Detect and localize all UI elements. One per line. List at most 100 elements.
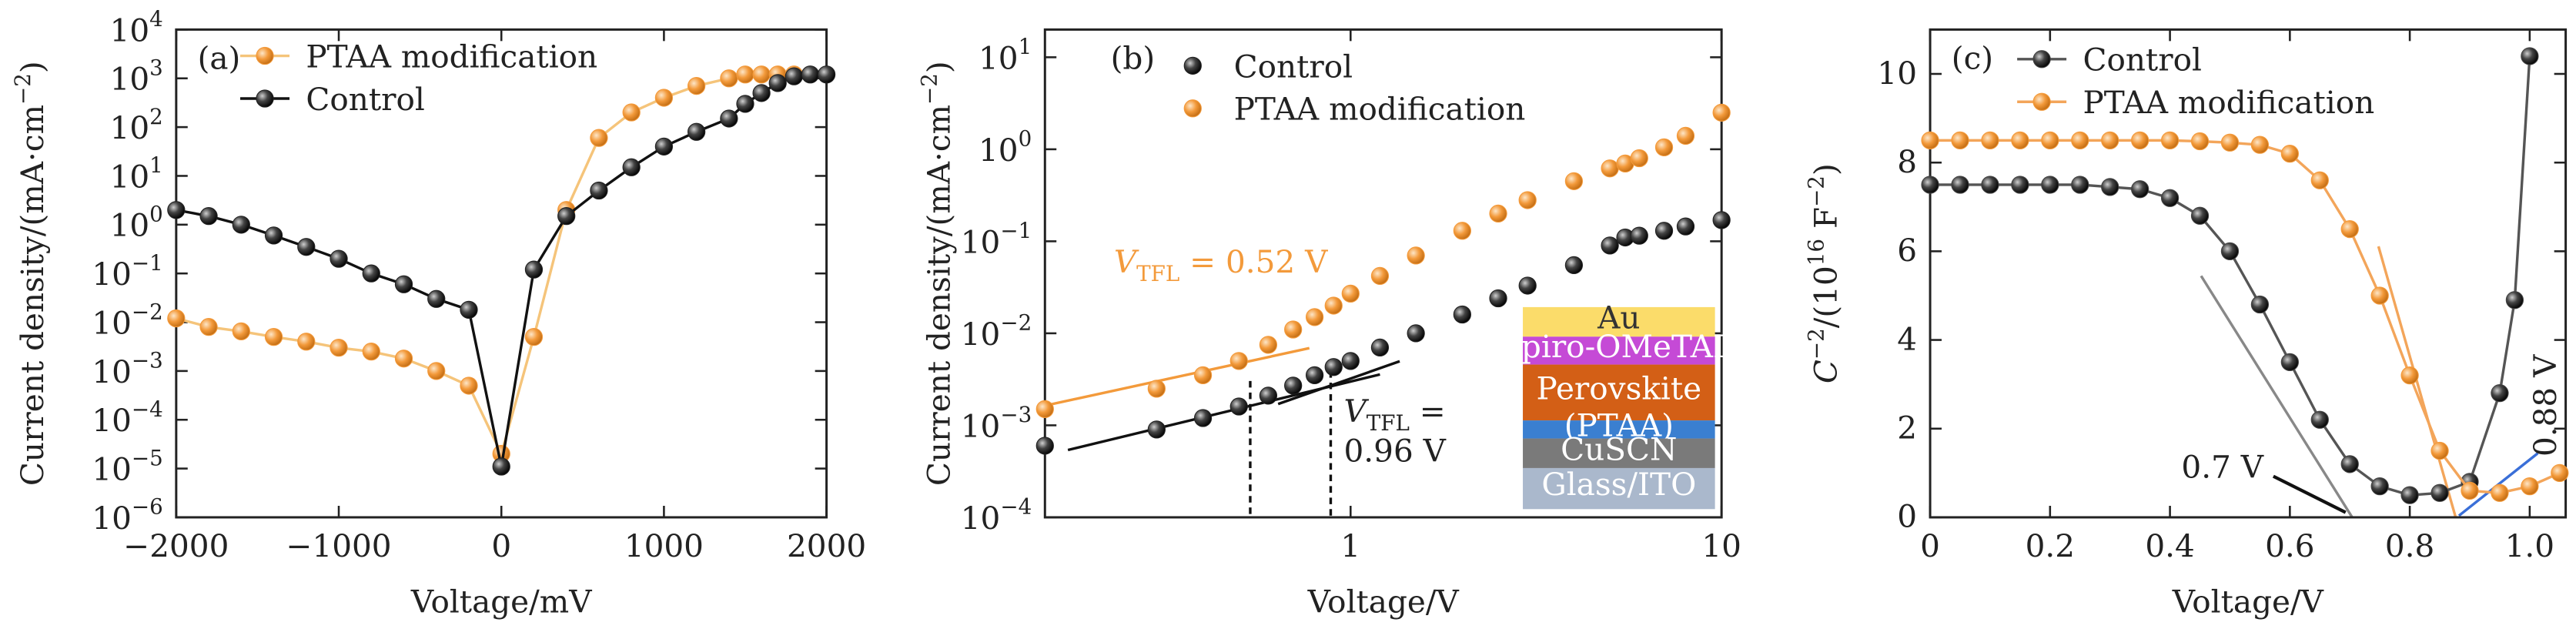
- annotation: 0.88 V: [2527, 354, 2564, 457]
- marker: [654, 137, 674, 156]
- marker: [199, 318, 218, 336]
- marker: [297, 333, 316, 351]
- marker: [2461, 481, 2479, 500]
- fit-line: [2377, 246, 2457, 518]
- tick-exp: −2: [1000, 310, 1032, 336]
- marker: [1921, 131, 1939, 150]
- inset-label: Au: [1597, 299, 1640, 336]
- y-tick-label: 10−4: [961, 494, 1032, 537]
- marker: [1712, 211, 1731, 229]
- marker: [1518, 276, 1537, 295]
- tick-exp: 3: [149, 55, 163, 80]
- y-tick-label: 0: [1897, 498, 1917, 535]
- y-tick-label: 100: [979, 126, 1032, 169]
- x-tick-label: −1000: [286, 527, 392, 564]
- text-part: −2: [917, 73, 942, 105]
- marker: [2280, 353, 2299, 371]
- inset-layer: [1523, 306, 1715, 337]
- inset-label: Spiro-OMeTAD: [1500, 328, 1738, 365]
- marker: [1489, 289, 1507, 308]
- marker: [1654, 138, 1674, 156]
- marker: [654, 89, 674, 107]
- marker: [2370, 477, 2389, 496]
- marker: [2011, 131, 2029, 150]
- marker: [2400, 486, 2419, 504]
- tick-base: 10: [110, 158, 150, 195]
- tick-base: 10: [110, 61, 150, 98]
- marker: [1601, 159, 1619, 178]
- marker: [1601, 236, 1619, 255]
- marker: [2340, 455, 2359, 473]
- marker: [2491, 384, 2509, 403]
- marker: [362, 343, 380, 361]
- tick-exp: −6: [132, 494, 163, 520]
- tick-exp: 0: [149, 202, 163, 227]
- tick-exp: −2: [132, 299, 163, 324]
- tick-base: 10: [110, 12, 150, 49]
- y-tick-label: 8: [1897, 143, 1917, 180]
- marker: [557, 207, 576, 226]
- tick-base: 10: [961, 407, 1001, 444]
- text-part: V: [1114, 243, 1139, 280]
- marker: [232, 322, 250, 341]
- marker: [801, 65, 820, 84]
- marker: [199, 207, 218, 226]
- marker: [2160, 189, 2180, 207]
- marker: [2041, 131, 2059, 150]
- x-tick-label: 10: [1701, 527, 1741, 564]
- text-part: 0.88 V: [2527, 354, 2564, 457]
- marker: [2220, 242, 2240, 260]
- inset-layer: [1523, 467, 1715, 510]
- marker: [785, 67, 803, 85]
- guides: [1044, 246, 2539, 518]
- x-tick-label: 0.2: [2026, 527, 2075, 564]
- annotation: 0.7 V: [2181, 449, 2263, 486]
- marker: [1305, 366, 1324, 385]
- x-tick-label: 1000: [624, 527, 704, 564]
- marker: [1193, 366, 1213, 385]
- marker: [297, 238, 316, 256]
- y-tick-label: 10−5: [92, 445, 162, 487]
- marker: [736, 95, 754, 113]
- marker: [817, 65, 836, 84]
- marker: [1712, 103, 1731, 122]
- x-tick-label: 1.0: [2505, 527, 2554, 564]
- fit-line: [1277, 360, 1400, 406]
- marker: [2131, 180, 2149, 199]
- text-part: −2: [1803, 328, 1828, 360]
- marker: [720, 109, 738, 128]
- marker: [1284, 376, 1303, 395]
- marker: [1630, 226, 1648, 245]
- text-part: V: [1344, 393, 1370, 430]
- tick-base: 10: [979, 132, 1019, 169]
- marker: [1453, 222, 1471, 240]
- marker: [1981, 176, 1999, 194]
- text-part: Current density/(mA·cm: [921, 105, 958, 486]
- inset-layer: [1523, 364, 1715, 421]
- y-tick-label: 101: [979, 34, 1032, 76]
- x-tick-label: 0.8: [2385, 527, 2434, 564]
- text-part: TFL: [1136, 261, 1179, 286]
- plot-frame: [175, 28, 828, 519]
- marker: [2011, 176, 2029, 194]
- marker: [2521, 47, 2539, 65]
- legend-marker: [256, 46, 274, 65]
- y-tick-label: 4: [1897, 320, 1917, 357]
- y-tick-label: 101: [110, 152, 163, 195]
- tick-base: 10: [92, 402, 132, 439]
- marker: [394, 275, 413, 293]
- marker: [622, 158, 641, 176]
- tick-base: 10: [92, 500, 132, 537]
- tick-exp: −4: [132, 396, 163, 422]
- y-axis-title: C−2/(1016 F−2): [1803, 163, 1844, 383]
- marker: [1453, 305, 1471, 324]
- text-part: 0.96 V: [1344, 432, 1447, 469]
- marker: [1951, 131, 1969, 150]
- y-tick-label: 10−1: [961, 218, 1032, 260]
- marker: [1564, 172, 1584, 190]
- legend-label: Control: [2083, 42, 2202, 79]
- marker: [1229, 397, 1248, 416]
- x-tick-label: 2000: [787, 527, 866, 564]
- marker: [1407, 324, 1425, 343]
- marker: [460, 300, 478, 319]
